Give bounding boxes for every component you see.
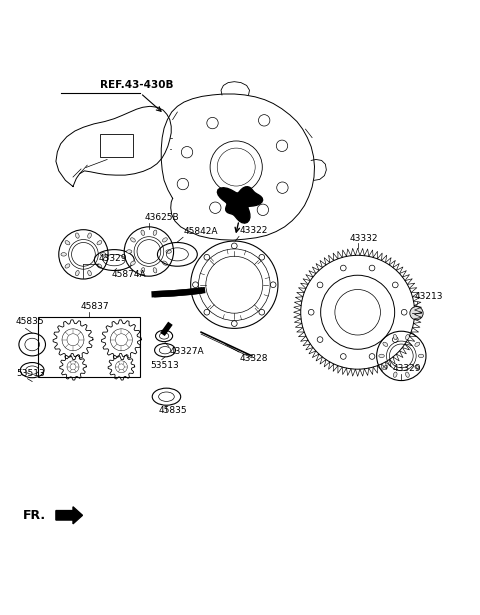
Ellipse shape xyxy=(75,271,79,276)
Ellipse shape xyxy=(153,230,157,236)
Text: 43329: 43329 xyxy=(393,364,421,373)
Circle shape xyxy=(410,306,423,320)
Ellipse shape xyxy=(141,268,144,273)
Text: 45835: 45835 xyxy=(158,406,187,415)
Text: 53513: 53513 xyxy=(150,360,179,370)
Ellipse shape xyxy=(100,253,106,256)
Ellipse shape xyxy=(406,335,409,339)
Text: REF.43-430B: REF.43-430B xyxy=(100,80,174,90)
Text: 43329: 43329 xyxy=(98,254,127,263)
Polygon shape xyxy=(217,187,263,223)
Text: 43332: 43332 xyxy=(349,234,378,242)
Ellipse shape xyxy=(383,342,388,346)
Ellipse shape xyxy=(162,238,168,242)
Text: 45835: 45835 xyxy=(16,317,45,327)
Text: 53513: 53513 xyxy=(16,369,45,378)
Ellipse shape xyxy=(415,342,420,346)
Text: 43213: 43213 xyxy=(415,292,443,301)
Ellipse shape xyxy=(162,261,168,265)
Ellipse shape xyxy=(379,354,384,357)
Polygon shape xyxy=(56,507,83,524)
Ellipse shape xyxy=(419,354,424,357)
Ellipse shape xyxy=(394,335,397,339)
Text: FR.: FR. xyxy=(23,509,46,522)
Text: 43322: 43322 xyxy=(240,226,268,236)
Ellipse shape xyxy=(153,268,157,273)
Ellipse shape xyxy=(88,233,91,238)
Ellipse shape xyxy=(97,264,102,268)
Ellipse shape xyxy=(126,250,132,253)
Ellipse shape xyxy=(383,365,388,370)
Ellipse shape xyxy=(97,240,102,245)
Text: 45837: 45837 xyxy=(81,303,109,311)
Bar xyxy=(38,317,140,377)
Ellipse shape xyxy=(166,250,171,253)
Ellipse shape xyxy=(131,238,135,242)
Ellipse shape xyxy=(394,372,397,378)
Ellipse shape xyxy=(65,240,70,245)
Text: 43327A: 43327A xyxy=(170,347,204,356)
Ellipse shape xyxy=(415,365,420,370)
Ellipse shape xyxy=(75,233,79,238)
Ellipse shape xyxy=(406,372,409,378)
Ellipse shape xyxy=(65,264,70,268)
Ellipse shape xyxy=(131,261,135,265)
Text: 45842A: 45842A xyxy=(184,228,218,236)
Ellipse shape xyxy=(61,253,66,256)
Text: 45874A: 45874A xyxy=(112,269,146,279)
Ellipse shape xyxy=(88,271,91,276)
Ellipse shape xyxy=(141,230,144,236)
Bar xyxy=(100,134,133,157)
Text: 43625B: 43625B xyxy=(144,213,179,222)
Text: 43328: 43328 xyxy=(240,354,268,362)
